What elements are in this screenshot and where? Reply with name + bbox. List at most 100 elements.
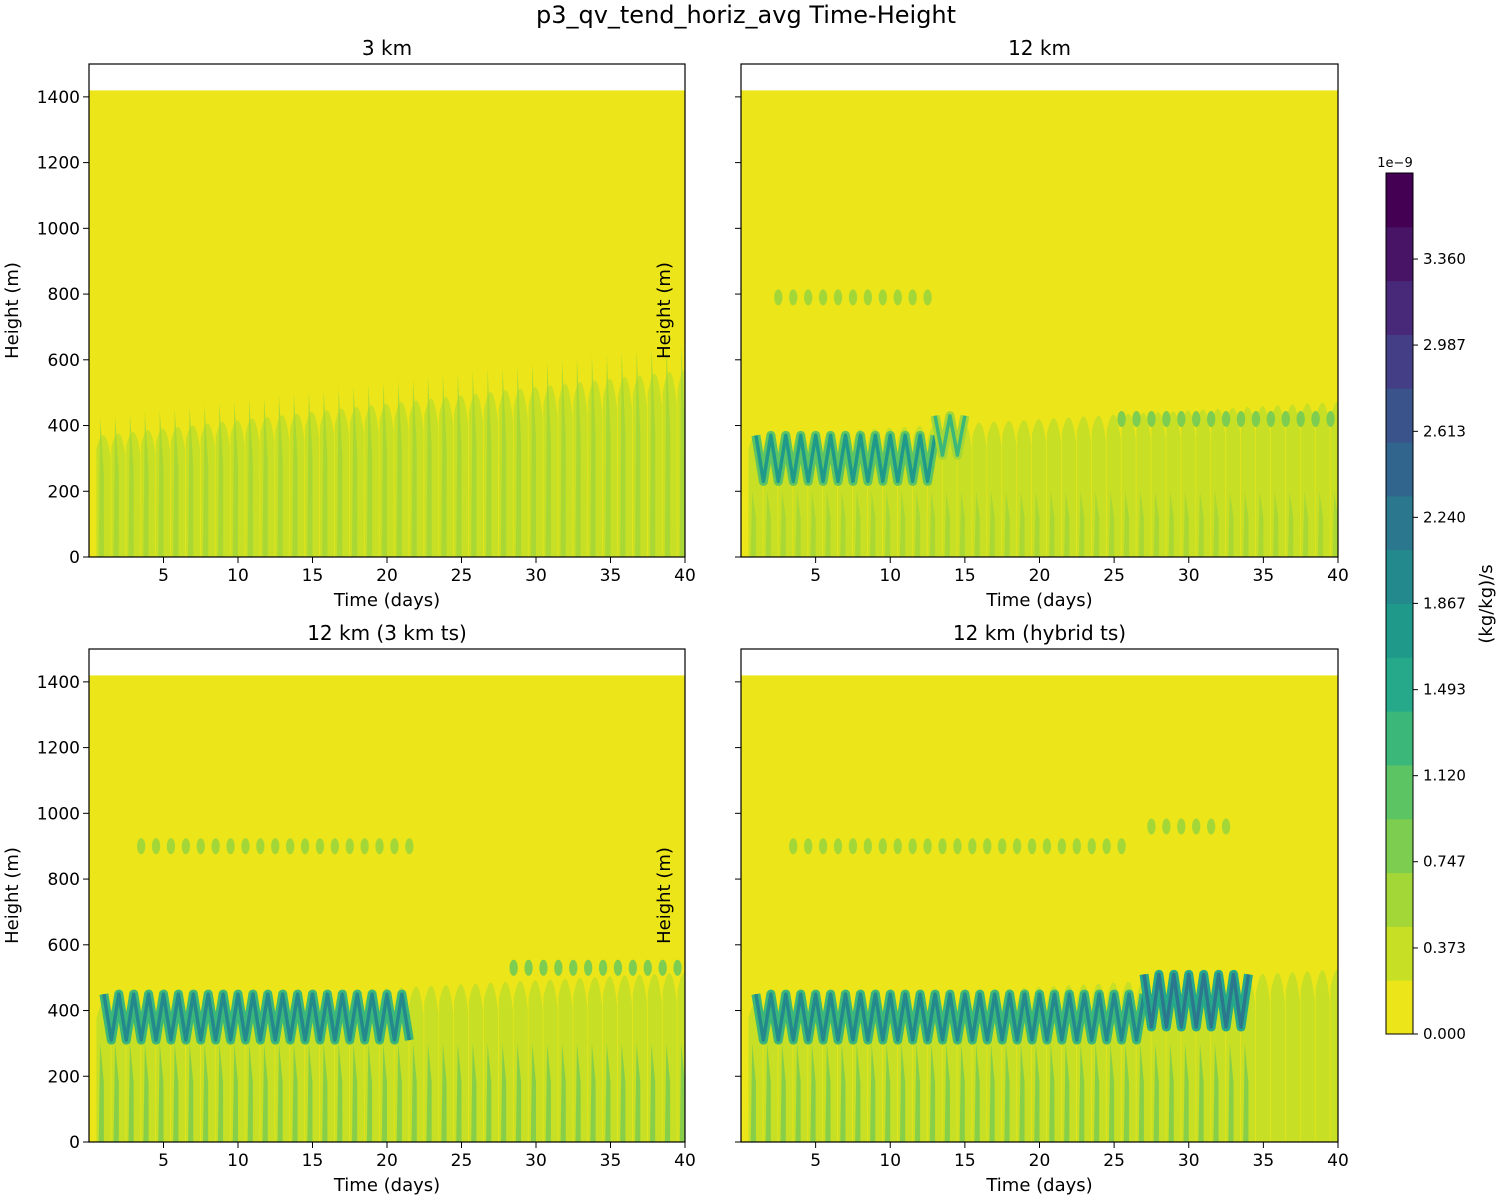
- stripe: [560, 359, 566, 557]
- stripe: [530, 362, 536, 557]
- colorbar-level: [1386, 872, 1413, 927]
- blob: [628, 959, 638, 976]
- stripe: [974, 491, 980, 557]
- stripe: [1093, 1043, 1100, 1142]
- stripe: [277, 1043, 283, 1142]
- blob: [256, 838, 265, 855]
- stripe: [855, 1043, 861, 1142]
- band-cell: [1285, 972, 1300, 1142]
- x-tick-label: 35: [1253, 1151, 1275, 1171]
- stripe: [173, 1043, 179, 1142]
- blob: [1206, 818, 1216, 835]
- stripe: [202, 1043, 209, 1142]
- stripe: [500, 366, 507, 557]
- colorbar-level: [1386, 388, 1413, 443]
- colorbar-level: [1386, 495, 1413, 551]
- blob: [1147, 818, 1156, 835]
- stripe: [1138, 1043, 1144, 1142]
- blob: [1072, 838, 1081, 855]
- blob: [1057, 838, 1067, 855]
- blob: [598, 959, 608, 976]
- stripe: [870, 1043, 876, 1142]
- blob: [166, 838, 176, 855]
- blob: [1251, 410, 1261, 427]
- x-tick-label: 10: [879, 566, 901, 586]
- colorbar-tick-label: 2.240: [1423, 508, 1466, 526]
- blob: [1326, 410, 1335, 427]
- stripe: [870, 491, 876, 557]
- stripe: [810, 491, 816, 557]
- colorbar-level: [1386, 764, 1413, 820]
- contour-field: [741, 90, 1338, 557]
- blob: [1266, 410, 1276, 427]
- stripe: [1049, 1043, 1055, 1142]
- blob: [315, 838, 325, 855]
- stripe: [486, 368, 492, 557]
- blob: [300, 838, 310, 855]
- stripe: [855, 491, 861, 557]
- blob: [863, 289, 873, 306]
- figure-title: p3_qv_tend_horiz_avg Time-Height: [536, 1, 956, 29]
- stripe: [128, 413, 134, 557]
- blob: [1192, 818, 1201, 835]
- blob: [878, 838, 887, 855]
- blob: [953, 838, 962, 855]
- stripe: [635, 349, 641, 557]
- x-tick-label: 20: [376, 566, 398, 586]
- stripe: [351, 385, 358, 557]
- blob: [998, 838, 1007, 855]
- blob: [271, 838, 280, 855]
- blob: [1162, 410, 1171, 427]
- stripe: [471, 370, 477, 557]
- blob: [1177, 410, 1186, 427]
- x-tick-label: 20: [1029, 566, 1051, 586]
- blob: [583, 959, 593, 976]
- stripe: [825, 491, 831, 557]
- stripe: [1108, 1043, 1115, 1142]
- blob: [1281, 410, 1290, 427]
- blob: [1102, 838, 1111, 855]
- stripe: [456, 1043, 462, 1142]
- stripe: [1153, 1043, 1159, 1142]
- colorbar-tick-label: 1.867: [1423, 594, 1466, 612]
- colorbar-level: [1386, 334, 1413, 389]
- contour-field: [89, 90, 685, 557]
- y-tick-label: 1000: [37, 219, 80, 239]
- colorbar-level: [1386, 549, 1413, 604]
- stripe: [1258, 491, 1264, 557]
- x-axis-label: Time (days): [333, 1175, 440, 1196]
- blob: [241, 838, 250, 855]
- blob: [1012, 838, 1022, 855]
- stripe: [825, 1043, 831, 1142]
- stripe: [307, 391, 313, 557]
- blob: [818, 289, 828, 306]
- x-tick-label: 40: [674, 1151, 696, 1171]
- blob: [1042, 838, 1052, 855]
- blob: [136, 838, 146, 855]
- stripe: [247, 1043, 253, 1142]
- zigzag-core: [1142, 972, 1251, 1029]
- stripe: [575, 357, 581, 557]
- blob: [803, 289, 813, 306]
- stripe: [158, 410, 164, 557]
- stripe: [1153, 491, 1159, 557]
- blob: [345, 838, 354, 855]
- x-tick-label: 5: [810, 1151, 821, 1171]
- x-tick-label: 35: [600, 1151, 622, 1171]
- blob: [1221, 410, 1231, 427]
- colorbar-tick-label: 1.493: [1423, 681, 1466, 699]
- x-tick-label: 40: [1327, 566, 1349, 586]
- stripe: [1213, 1043, 1219, 1142]
- stripe: [750, 1043, 756, 1142]
- x-tick-label: 15: [954, 1151, 976, 1171]
- stripe: [396, 379, 402, 557]
- stripe: [1183, 491, 1189, 557]
- stripe: [1228, 491, 1234, 557]
- stripe: [188, 406, 194, 557]
- blob: [848, 838, 858, 855]
- y-tick-label: 600: [48, 351, 80, 371]
- blob: [285, 838, 295, 855]
- stripe: [322, 389, 328, 557]
- stripe: [664, 1043, 671, 1142]
